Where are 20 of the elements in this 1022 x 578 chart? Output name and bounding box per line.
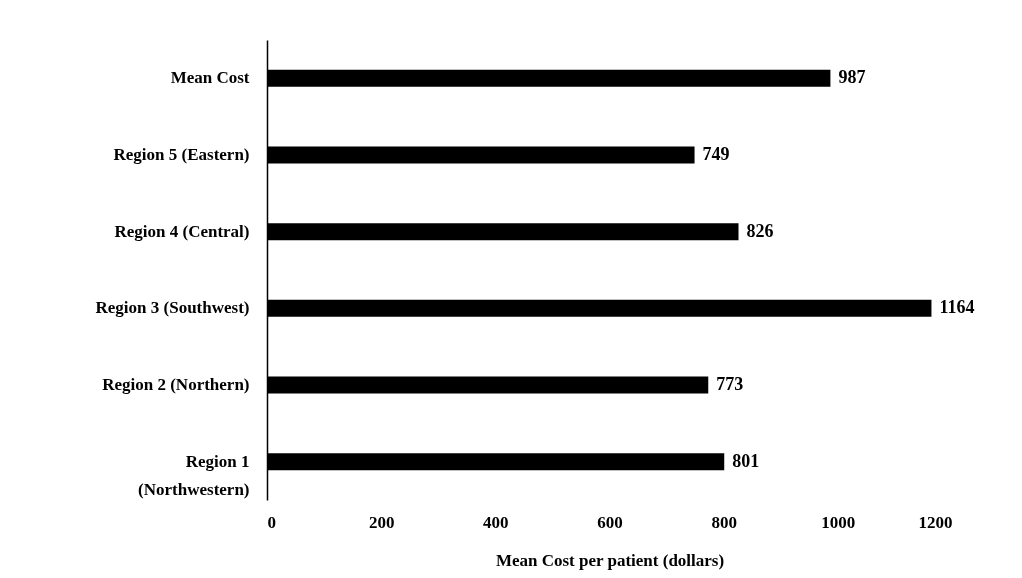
y-tick-label: Region 2 (Northern) (102, 375, 250, 394)
y-tick-label: Region 5 (Eastern) (113, 145, 250, 164)
data-label: 987 (838, 67, 866, 88)
y-tick-label: Region 4 (Central) (114, 221, 250, 241)
y-tick-label: Mean Cost (170, 68, 250, 88)
data-label: 826 (746, 220, 774, 241)
x-axis-title: Mean Cost per patient (dollars) (495, 550, 725, 570)
x-tick-label: 600 (597, 512, 623, 532)
x-tick-label: 400 (483, 512, 509, 532)
data-label: 773 (716, 374, 744, 394)
x-tick-label: 1000 (821, 512, 856, 532)
data-label: 801 (732, 450, 760, 471)
y-tick-label: Region 3 (Southwest) (95, 298, 250, 318)
y-tick-label: Region 1 (Northwestern) (138, 451, 250, 499)
data-label: 1164 (939, 297, 975, 318)
x-tick-label: 0 (267, 512, 276, 532)
x-tick-label: 800 (711, 512, 737, 532)
data-label: 749 (702, 144, 730, 164)
x-tick-label: 1200 (918, 512, 953, 532)
x-tick-label: 200 (368, 512, 395, 532)
